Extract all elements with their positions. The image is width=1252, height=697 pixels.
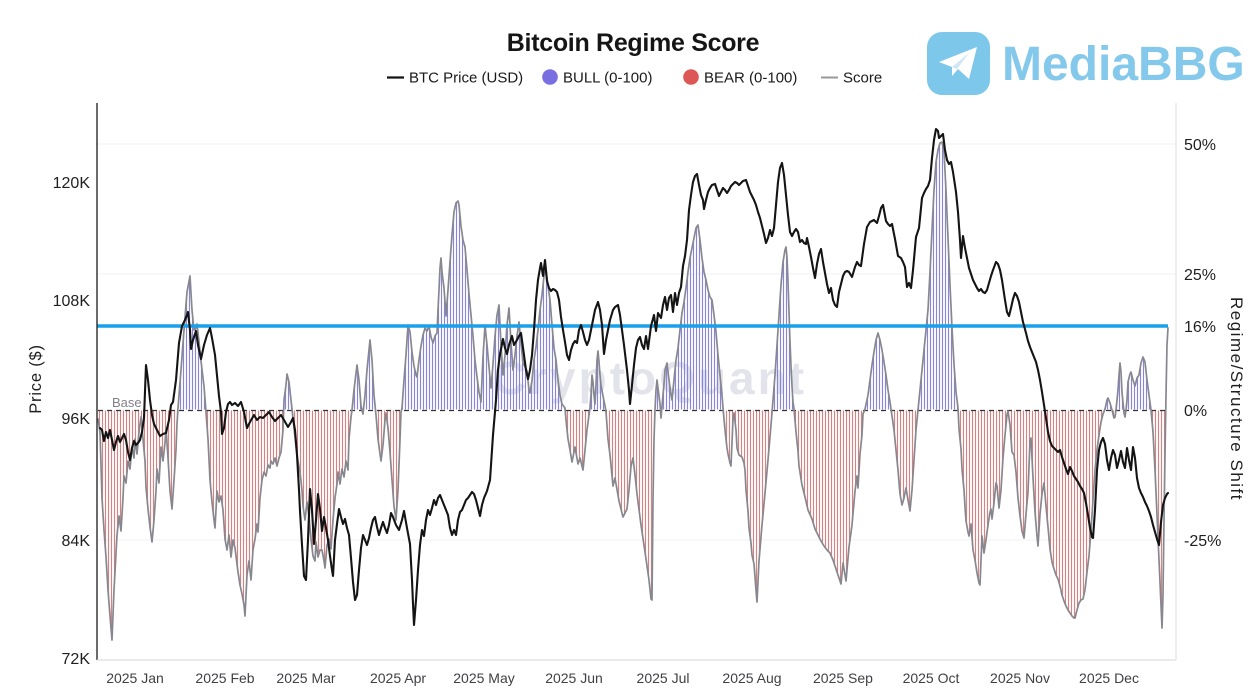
svg-text:108K: 108K [53, 293, 91, 310]
svg-text:-25%: -25% [1184, 533, 1221, 550]
svg-text:72K: 72K [62, 651, 91, 668]
svg-text:2025 Feb: 2025 Feb [195, 670, 254, 686]
svg-text:0%: 0% [1184, 403, 1207, 420]
svg-text:2025 Jun: 2025 Jun [545, 670, 603, 686]
svg-text:BTC Price (USD): BTC Price (USD) [409, 70, 523, 87]
svg-text:2025 Jul: 2025 Jul [637, 670, 690, 686]
svg-text:2025 Sep: 2025 Sep [813, 670, 873, 686]
svg-text:2025 Oct: 2025 Oct [903, 670, 960, 686]
svg-text:CryptoQuant: CryptoQuant [493, 352, 807, 404]
svg-text:2025 Dec: 2025 Dec [1079, 670, 1139, 686]
svg-text:2025 Apr: 2025 Apr [370, 670, 426, 686]
svg-text:2025 Nov: 2025 Nov [990, 670, 1050, 686]
svg-text:2025 Aug: 2025 Aug [722, 670, 781, 686]
svg-text:MediaBBG: MediaBBG [1002, 38, 1245, 91]
svg-text:96K: 96K [62, 411, 91, 428]
svg-text:2025 Mar: 2025 Mar [276, 670, 335, 686]
svg-text:2025 May: 2025 May [453, 670, 514, 686]
svg-text:Base: Base [112, 395, 142, 410]
svg-text:50%: 50% [1184, 137, 1216, 154]
svg-text:16%: 16% [1184, 319, 1216, 336]
svg-text:Price ($): Price ($) [27, 344, 45, 414]
svg-text:25%: 25% [1184, 267, 1216, 284]
svg-text:84K: 84K [62, 533, 91, 550]
svg-text:Bitcoin Regime Score: Bitcoin Regime Score [507, 29, 760, 57]
svg-text:120K: 120K [53, 175, 91, 192]
svg-text:Regime/Structure Shift: Regime/Structure Shift [1227, 297, 1246, 501]
svg-text:Score: Score [843, 70, 882, 87]
svg-text:2025 Jan: 2025 Jan [106, 670, 164, 686]
svg-text:BEAR (0-100): BEAR (0-100) [704, 70, 797, 87]
svg-text:BULL (0-100): BULL (0-100) [563, 70, 653, 87]
